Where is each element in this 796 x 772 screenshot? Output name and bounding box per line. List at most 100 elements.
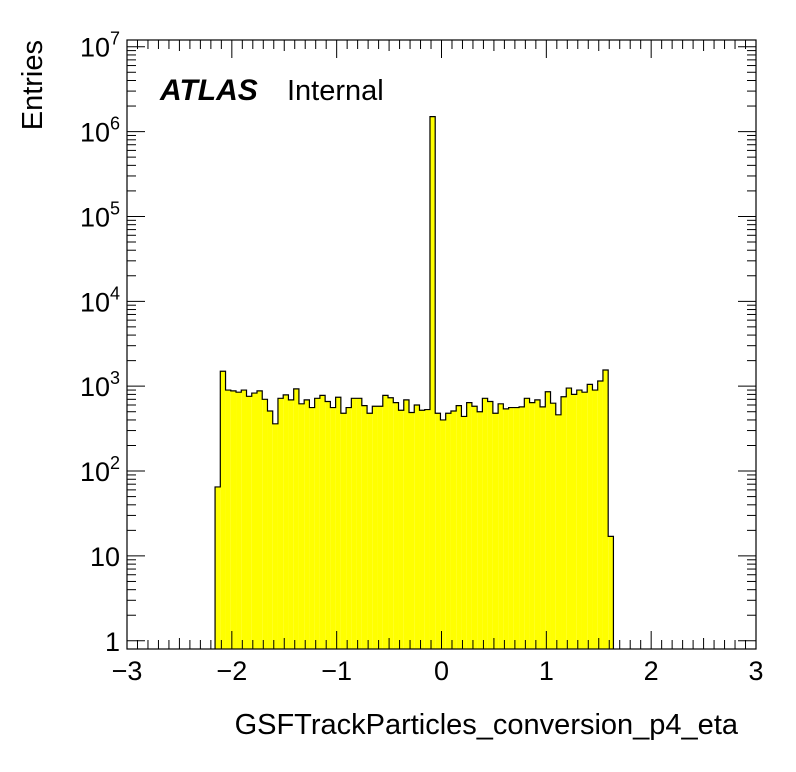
histogram-bin [597,381,603,649]
y-tick-label: 106 [80,114,120,148]
histogram-bin [225,390,231,649]
histogram-bin [236,392,242,649]
histogram-bin [340,413,347,649]
y-tick-label: 104 [80,283,120,317]
x-tick-label: 0 [434,656,449,686]
histogram-bin [382,395,389,649]
histogram-bin [325,401,331,649]
histogram-bin [335,397,341,649]
histogram-bin [581,392,588,649]
histogram-bin [440,419,446,649]
histogram-bin [608,536,614,649]
histogram-bin [398,410,404,649]
histogram-bin [393,402,399,649]
histogram-bin [429,116,436,649]
histogram-bin [456,405,462,649]
histogram-bin [592,390,598,649]
histogram-bin [492,413,499,649]
histogram-bin [367,413,373,649]
histogram-bin [267,410,273,649]
histogram-bin [272,423,278,649]
x-tick-labels: −3 −2 −1 0 1 2 3 [112,656,764,686]
x-tick-label: −1 [321,656,352,686]
histogram-bin [477,411,483,649]
histogram-bin [435,413,441,649]
histogram-bin [277,398,284,649]
x-tick-label: 1 [539,656,554,686]
histogram-outline [214,116,615,649]
histogram-bin [403,399,410,649]
histogram-bin [330,407,336,649]
histogram-bin [414,405,420,649]
histogram-bin [230,390,237,649]
histogram-bin [508,407,514,649]
histogram-bin [503,408,509,649]
histogram-bin [309,407,315,649]
histogram-bin [545,391,551,649]
histogram-bin [576,390,582,649]
histogram-bin [372,406,378,649]
histogram-bin [256,390,263,649]
histogram-bin [246,396,252,649]
histogram-bin [314,398,320,649]
histogram-bin [361,405,368,649]
y-axis-label: Entries [17,40,49,130]
axis-ticks [126,40,757,649]
histogram-bin [482,398,488,649]
histogram-bin [498,403,504,649]
histogram-bin [215,486,221,649]
histogram-bin [587,384,593,649]
y-tick-label: 107 [80,29,120,63]
histogram-bin [293,388,299,649]
histogram-bin [534,399,541,649]
histogram-bin [346,407,352,649]
histogram-bin [356,398,362,649]
histogram-bin [487,401,493,649]
y-tick-labels: 1 10 102 103 104 105 106 107 [80,29,120,657]
x-axis-label: GSFTrackParticles_conversion_p4_eta [235,709,739,741]
histogram-bin [262,399,268,649]
histogram-bin [409,412,415,649]
histogram-bin [283,394,289,649]
histogram-bin [461,416,467,649]
internal-label: Internal [287,75,384,107]
x-tick-label: 3 [748,656,763,686]
histogram-bin [550,403,556,649]
histogram-bin [450,410,457,649]
histogram-bin [555,414,562,649]
y-tick-label: 103 [80,368,120,402]
histogram-bin [529,402,535,649]
histogram-bin [566,388,572,649]
x-tick-label: 2 [644,656,659,686]
histogram-bin [319,395,326,649]
histogram-bin [298,403,305,649]
histogram-bin [351,398,357,649]
y-tick-label: 10 [90,542,120,572]
histogram-bin [519,406,525,649]
histogram-bin [424,409,430,649]
histogram-bin [220,371,226,649]
histogram-bin [466,402,472,649]
histogram-bin [377,406,383,649]
x-tick-label: −3 [112,656,143,686]
histogram-bin [251,393,257,649]
y-tick-label: 1 [105,627,120,657]
histogram-bin [571,394,577,649]
histogram-bin [513,407,520,649]
x-tick-label: −2 [216,656,247,686]
histogram-bars [214,116,615,649]
histogram-bin [388,397,394,649]
y-tick-label: 105 [80,198,120,232]
histogram-bin [540,406,546,649]
histogram-bin [471,406,478,649]
histogram-bin [524,398,530,649]
y-tick-label: 102 [80,453,120,487]
histogram-bin [602,370,609,649]
histogram-bin [419,410,425,649]
histogram-bin [445,413,451,649]
histogram-bin [288,399,294,649]
atlas-label: ATLAS [159,74,258,107]
histogram-bin [241,390,247,649]
histogram-bin [304,399,310,649]
